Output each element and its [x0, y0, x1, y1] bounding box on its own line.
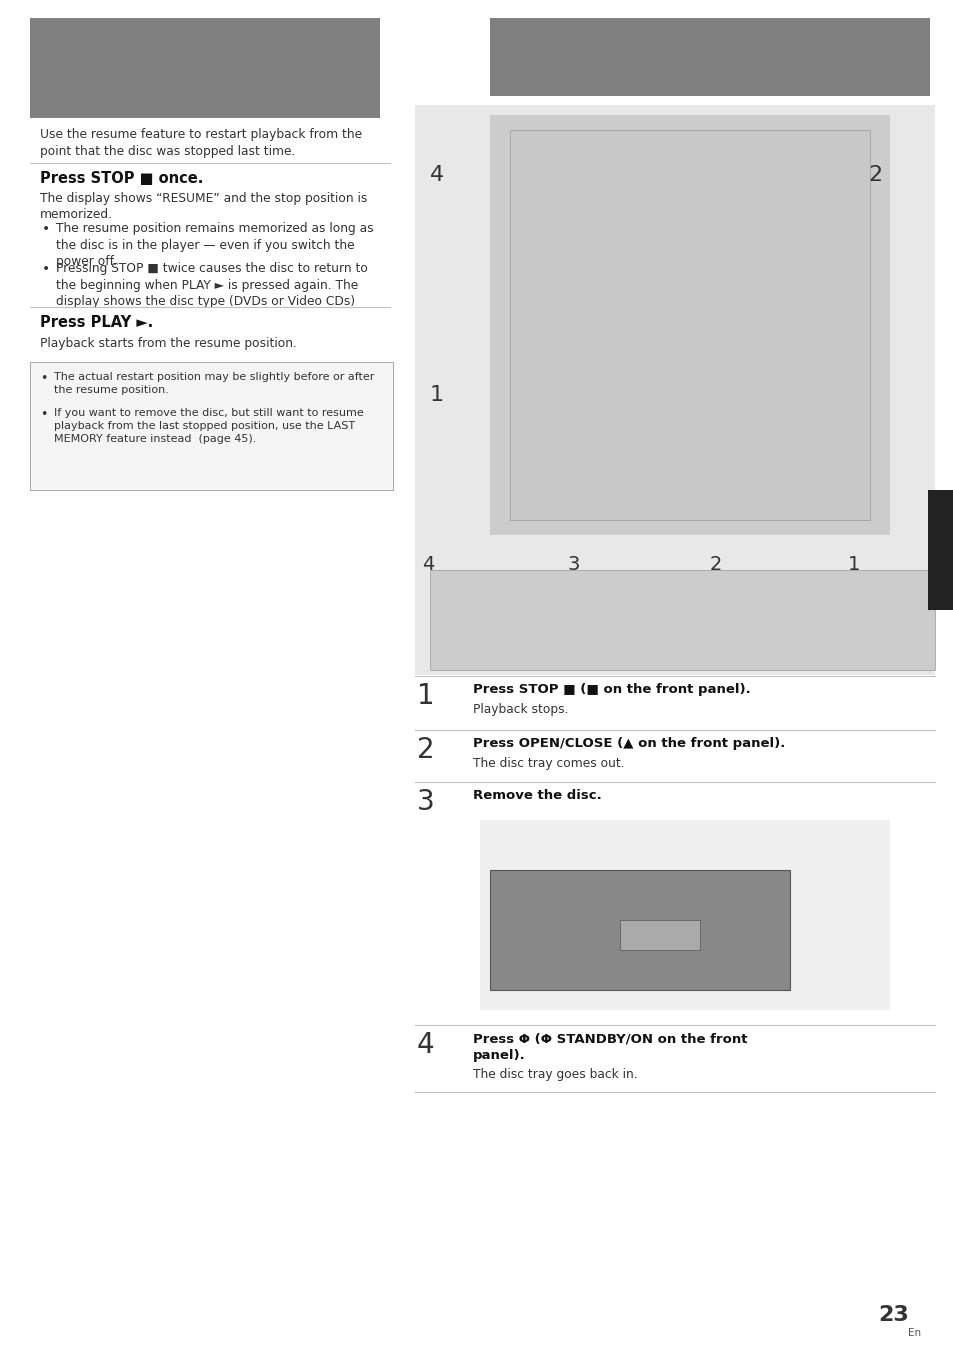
Text: Press Φ (Φ STANDBY/ON on the front
panel).: Press Φ (Φ STANDBY/ON on the front panel… — [473, 1033, 747, 1062]
Text: Press STOP ■ once.: Press STOP ■ once. — [40, 171, 203, 186]
Text: The resume position remains memorized as long as
the disc is in the player — eve: The resume position remains memorized as… — [56, 222, 374, 268]
Text: 1: 1 — [430, 386, 444, 404]
Bar — [510, 129, 869, 520]
Text: 4: 4 — [430, 164, 444, 185]
Text: Playback starts from the resume position.: Playback starts from the resume position… — [40, 337, 296, 350]
Text: Press PLAY ►.: Press PLAY ►. — [40, 315, 153, 330]
Text: 1: 1 — [416, 682, 435, 710]
Text: 2: 2 — [416, 736, 435, 764]
Text: Use the resume feature to restart playback from the
point that the disc was stop: Use the resume feature to restart playba… — [40, 128, 362, 158]
Text: Press STOP ■ (■ on the front panel).: Press STOP ■ (■ on the front panel). — [473, 683, 750, 696]
Text: The display shows “RESUME” and the stop position is
memorized.: The display shows “RESUME” and the stop … — [40, 191, 367, 221]
Text: •: • — [42, 262, 51, 276]
Bar — [415, 565, 934, 675]
Bar — [30, 18, 379, 119]
Bar — [479, 820, 889, 1010]
Text: Pressing STOP ■ twice causes the disc to return to
the beginning when PLAY ► is : Pressing STOP ■ twice causes the disc to… — [56, 262, 368, 307]
Text: Remove the disc.: Remove the disc. — [473, 789, 601, 802]
Text: •: • — [40, 372, 48, 386]
Bar — [30, 363, 393, 491]
Bar — [490, 18, 929, 96]
Bar — [430, 570, 934, 670]
Bar — [927, 491, 953, 611]
Text: 2: 2 — [867, 164, 882, 185]
Bar — [490, 115, 889, 535]
Text: The actual restart position may be slightly before or after
the resume position.: The actual restart position may be sligh… — [54, 372, 374, 395]
Text: Press OPEN/CLOSE (▲ on the front panel).: Press OPEN/CLOSE (▲ on the front panel). — [473, 737, 784, 749]
Bar — [415, 105, 934, 565]
Text: 3: 3 — [416, 789, 435, 816]
Text: 23: 23 — [877, 1305, 908, 1325]
Text: If you want to remove the disc, but still want to resume
playback from the last : If you want to remove the disc, but stil… — [54, 408, 363, 443]
Bar — [490, 869, 789, 989]
Text: En: En — [907, 1328, 921, 1339]
Text: 4: 4 — [421, 555, 434, 574]
Text: The disc tray goes back in.: The disc tray goes back in. — [473, 1068, 637, 1081]
Text: Playback stops.: Playback stops. — [473, 704, 568, 716]
Text: 3: 3 — [567, 555, 579, 574]
Text: 2: 2 — [709, 555, 721, 574]
Text: The disc tray comes out.: The disc tray comes out. — [473, 758, 624, 770]
Text: 4: 4 — [416, 1031, 435, 1060]
Text: •: • — [42, 222, 51, 236]
Text: •: • — [40, 408, 48, 421]
Bar — [619, 919, 700, 950]
Text: 1: 1 — [847, 555, 860, 574]
